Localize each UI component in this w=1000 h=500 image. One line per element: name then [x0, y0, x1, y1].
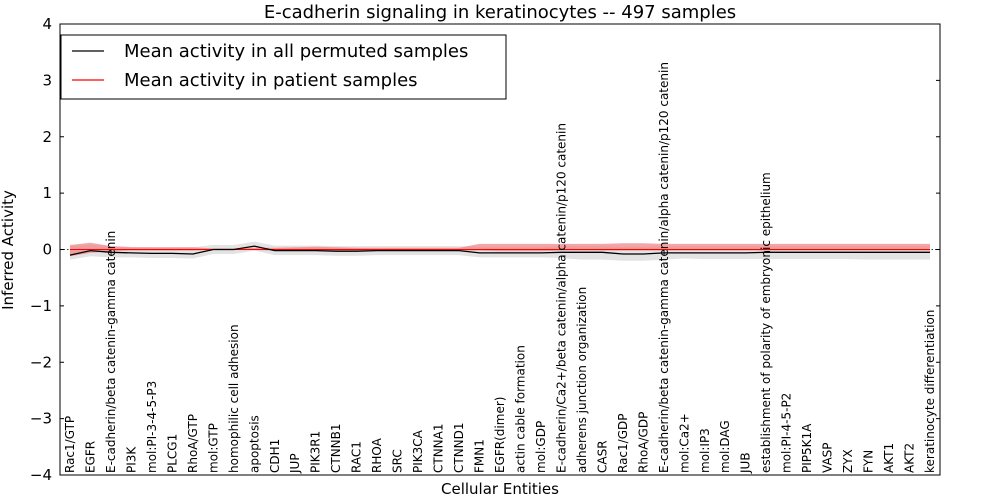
y-tick-label: 1 [42, 184, 52, 202]
x-tick-label: JUP [288, 453, 302, 474]
x-tick-label: E-cadherin/Ca2+/beta catenin/alpha caten… [554, 123, 568, 473]
x-tick-label: RAC1 [350, 441, 364, 473]
y-tick-label: 3 [42, 71, 52, 89]
x-tick-label: E-cadherin/beta catenin-gamma catenin/al… [657, 62, 671, 473]
x-tick-label: PI3K [124, 446, 138, 473]
x-tick-label: mol:IP3 [698, 428, 712, 473]
x-tick-label: E-cadherin/beta catenin-gamma catenin [104, 231, 118, 473]
x-tick-label: Rac1/GTP [63, 416, 77, 473]
x-tick-label: CTNNB1 [329, 423, 343, 473]
x-tick-label: adherens junction organization [575, 287, 589, 473]
x-tick-label: CASR [595, 440, 609, 473]
x-tick-label: FMN1 [473, 439, 487, 473]
y-tick-label: −2 [30, 353, 52, 371]
x-tick-label: FYN [862, 450, 876, 473]
line-permuted [69, 245, 930, 256]
x-tick-label: apoptosis [247, 415, 261, 473]
legend-frame [60, 34, 507, 100]
y-tick-label: −3 [30, 410, 52, 428]
x-tick-label: actin cable formation [514, 345, 528, 473]
y-tick-label: 0 [42, 241, 52, 259]
legend-label-patient: Mean activity in patient samples [124, 70, 418, 91]
x-tick-labels: Rac1/GTP EGFR E-cadherin/beta catenin-gamm… [63, 62, 937, 474]
x-tick-label: CDH1 [268, 439, 282, 473]
x-tick-label: keratinocyte differentiation [923, 310, 937, 473]
x-axis-label: Cellular Entities [441, 480, 559, 498]
x-tick-label: mol:PI-4-5-P2 [780, 393, 794, 473]
legend-label-permuted: Mean activity in all permuted samples [124, 41, 468, 62]
x-tick-label: RhoA/GTP [186, 414, 200, 473]
y-axis-label: Inferred Activity [0, 190, 17, 310]
chart-title: E-cadherin signaling in keratinocytes --… [264, 2, 736, 23]
x-tick-label: mol:GDP [534, 421, 548, 473]
series-lines [60, 245, 940, 256]
x-tick-label: PIP5K1A [800, 423, 814, 473]
x-tick-label: PLCG1 [165, 434, 179, 473]
confidence-bands [70, 241, 930, 261]
x-tick-label: mol:Ca2+ [677, 413, 691, 473]
x-tick-label: CTNNA1 [432, 423, 446, 473]
x-tick-label: AKT1 [882, 443, 896, 473]
x-tick-label: mol:GTP [206, 423, 220, 473]
x-tick-label: RhoA/GDP [636, 412, 650, 473]
x-tick-label: PIK3R1 [309, 431, 323, 473]
x-tick-label: EGFR(dimer) [493, 397, 507, 473]
y-tick-label: −4 [30, 466, 52, 484]
x-tick-label: homophilic cell adhesion [227, 324, 241, 473]
x-tick-label: AKT2 [903, 443, 917, 473]
x-tick-label: mol:PI-3-4-5-P3 [145, 381, 159, 473]
x-tick-label: EGFR [84, 441, 98, 473]
y-tick-label: 2 [42, 128, 52, 146]
x-tick-label: JUB [739, 452, 753, 474]
x-tick-label: CTNND1 [452, 422, 466, 473]
x-tick-label: SRC [391, 449, 405, 473]
x-tick-label: PIK3CA [411, 429, 425, 473]
x-tick-label: establishment of polarity of embryonic e… [759, 172, 773, 473]
y-axis-ticks: −4 −3 −2 −1 0 1 2 3 4 [30, 15, 940, 484]
legend: Mean activity in all permuted samples Me… [60, 34, 507, 100]
x-tick-label: Rac1/GDP [616, 414, 630, 473]
x-tick-label: ZYX [841, 449, 855, 473]
x-tick-label: RHOA [370, 437, 384, 473]
y-tick-label: −1 [30, 297, 52, 315]
y-tick-label: 4 [42, 15, 52, 33]
x-tick-label: VASP [821, 442, 835, 473]
x-tick-label: mol:DAG [718, 420, 732, 473]
